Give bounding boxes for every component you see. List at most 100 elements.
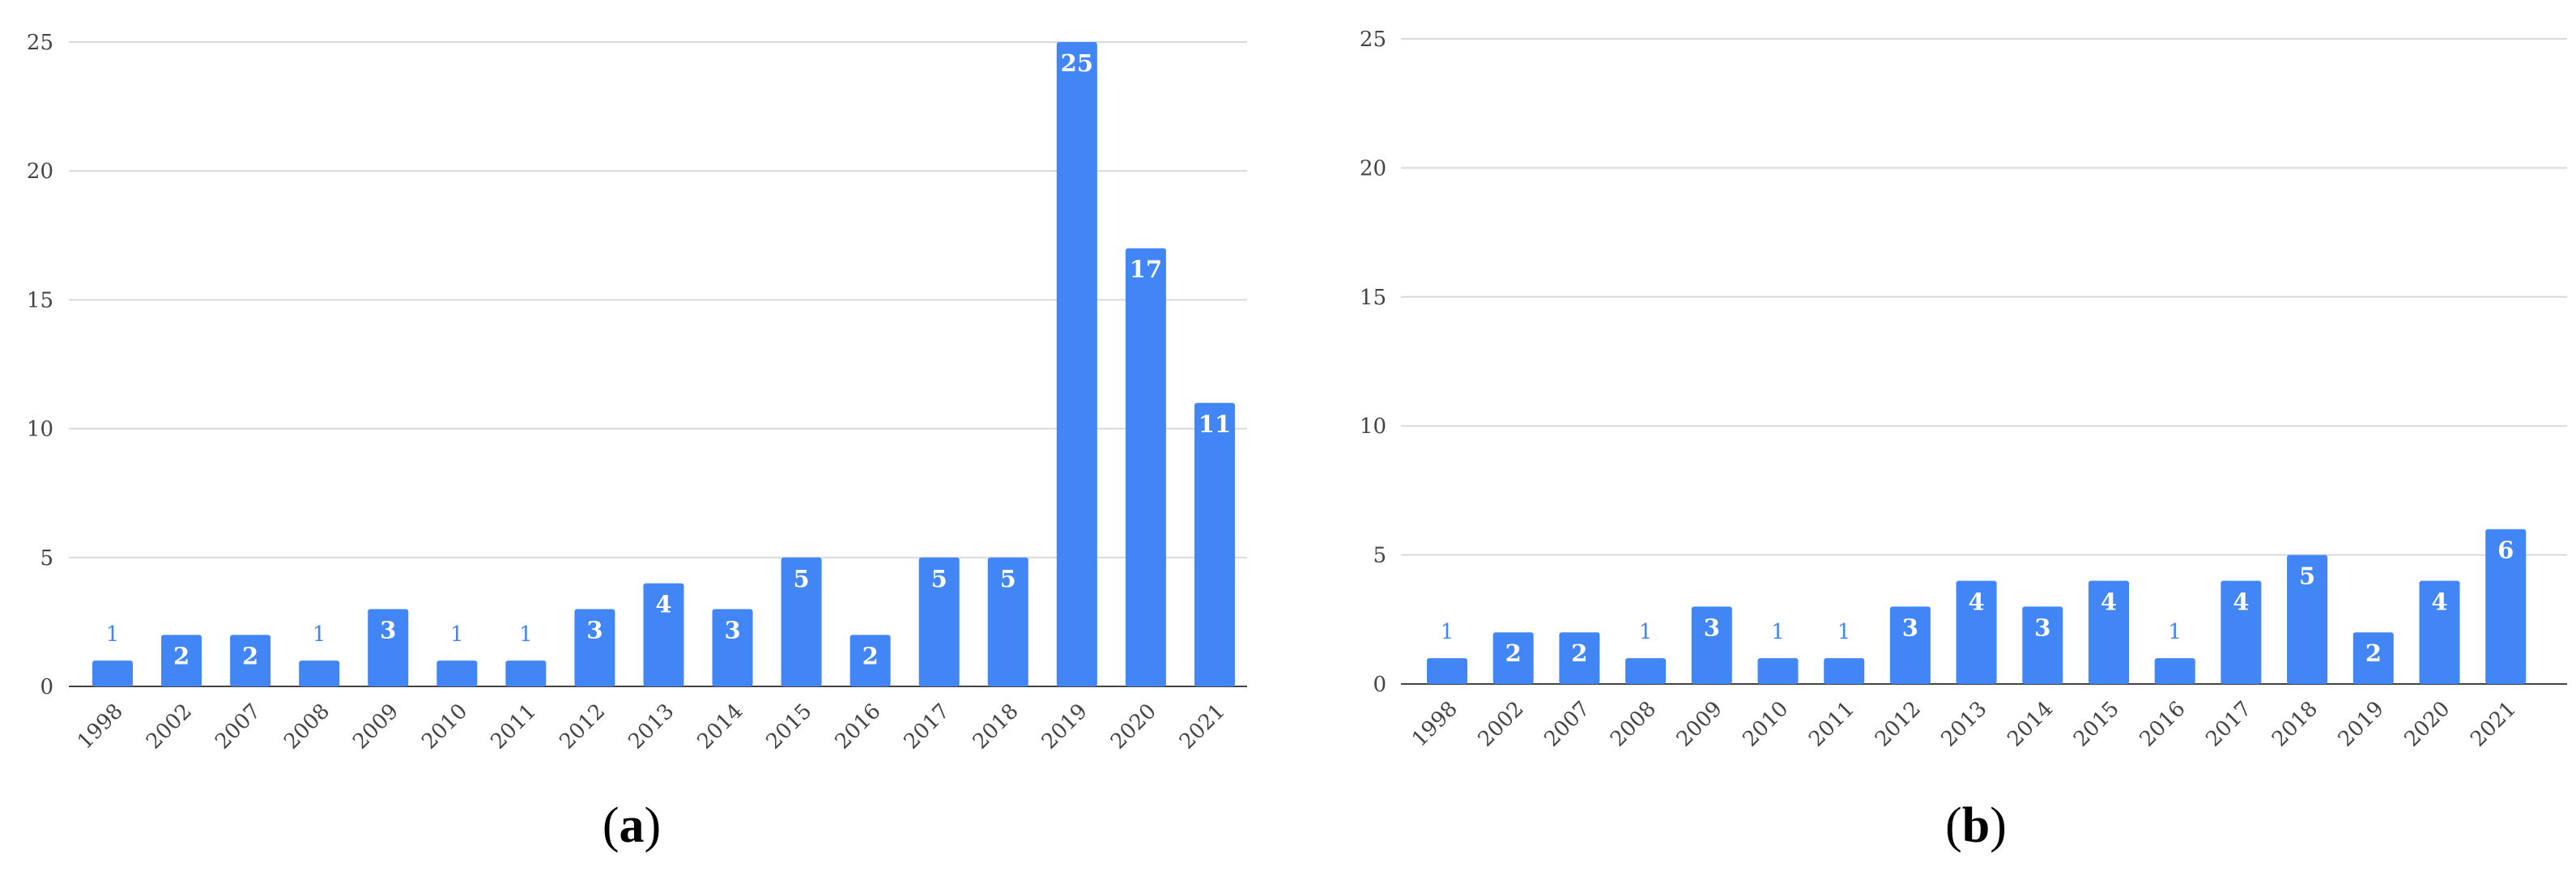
x-tick-label: 2020: [2399, 697, 2455, 752]
bar: [2352, 632, 2394, 684]
data-label: 2: [1505, 639, 1522, 667]
y-tick-label: 0: [1373, 673, 1386, 697]
data-label: 4: [1969, 588, 1985, 615]
x-tick-label: 2012: [1871, 697, 1926, 752]
bar: [230, 635, 271, 686]
y-tick-label: 15: [27, 288, 53, 312]
x-tick-label: 2017: [2201, 697, 2256, 752]
x-tick-label: 2008: [1606, 697, 1661, 752]
bar: [1559, 632, 1600, 684]
data-label: 3: [1902, 614, 1918, 641]
bar: [1125, 248, 1166, 687]
x-tick-label: 2013: [1937, 697, 1992, 752]
bar: [1956, 580, 1997, 684]
data-label: 5: [2299, 563, 2315, 590]
x-tick-label: 1998: [1407, 697, 1463, 752]
bar: [1427, 658, 1467, 684]
x-tick-label: 2018: [2267, 697, 2323, 752]
x-tick-label: 2010: [1738, 697, 1793, 752]
bar: [161, 635, 202, 686]
data-label: 5: [931, 565, 947, 593]
x-tick-label: 2021: [2466, 697, 2521, 752]
bar: [92, 661, 133, 686]
y-tick-label: 20: [1360, 156, 1386, 181]
bar: [1625, 658, 1667, 684]
y-tick-label: 25: [27, 31, 53, 55]
y-tick-label: 5: [1373, 544, 1386, 568]
bar: [781, 557, 822, 686]
data-label: 1: [450, 622, 464, 647]
x-tick-label: 2015: [2069, 697, 2124, 752]
bar: [1824, 658, 1865, 684]
bar: [2287, 554, 2328, 684]
y-tick-label: 10: [1360, 414, 1386, 439]
data-label: 1: [1771, 620, 1785, 644]
y-tick-label: 10: [27, 418, 53, 442]
y-tick-label: 20: [27, 159, 53, 184]
bar: [368, 609, 409, 686]
data-label: 5: [794, 565, 810, 593]
data-label: 4: [2431, 588, 2447, 615]
data-label: 2: [2365, 639, 2382, 667]
bar: [849, 635, 891, 686]
data-label: 17: [1130, 256, 1162, 283]
bar: [987, 557, 1028, 686]
bar: [2220, 580, 2262, 684]
bar: [712, 609, 753, 686]
data-label: 2: [862, 642, 879, 669]
bar: [2022, 606, 2063, 684]
data-label: 1: [106, 622, 120, 647]
bar: [643, 583, 684, 686]
y-tick-label: 0: [40, 675, 53, 699]
bar: [436, 661, 478, 686]
data-label: 1: [2168, 620, 2182, 644]
bar: [1194, 402, 1235, 686]
data-label: 25: [1061, 49, 1093, 77]
bar: [1492, 632, 1534, 684]
bar: [918, 557, 960, 686]
data-label: 1: [519, 622, 533, 647]
data-label: 3: [2034, 614, 2050, 641]
bar: [1889, 606, 1931, 684]
data-label: 2: [173, 642, 189, 669]
data-label: 4: [2233, 588, 2249, 615]
data-label: 3: [586, 616, 602, 644]
y-tick-label: 25: [1360, 28, 1386, 52]
data-label: 11: [1199, 410, 1231, 438]
data-label: 4: [2101, 588, 2117, 615]
data-label: 3: [724, 616, 740, 644]
y-tick-label: 5: [40, 546, 53, 571]
data-label: 6: [2497, 537, 2514, 564]
data-label: 1: [1441, 620, 1454, 644]
data-label: 2: [1571, 639, 1587, 667]
x-tick-label: 2019: [2334, 697, 2389, 752]
bar: [574, 609, 615, 686]
bar: [1056, 42, 1097, 686]
bar: [1691, 606, 1732, 684]
bar: [299, 661, 340, 686]
bar: [2088, 580, 2129, 684]
x-tick-label: 2016: [2135, 697, 2191, 752]
data-label: 5: [1000, 565, 1016, 593]
data-label: 1: [1837, 620, 1851, 644]
figure-caption: (b): [1945, 798, 2007, 853]
bar: [2419, 580, 2460, 684]
x-tick-label: 2009: [1672, 697, 1727, 752]
data-label: 2: [242, 642, 258, 669]
y-tick-label: 15: [1360, 286, 1386, 310]
bar: [2485, 529, 2527, 684]
data-label: 1: [313, 622, 326, 647]
data-label: 4: [655, 591, 671, 618]
data-label: 1: [1639, 620, 1653, 644]
x-tick-label: 2011: [1804, 697, 1859, 752]
bar: [2154, 658, 2195, 684]
x-tick-label: 2002: [1474, 697, 1529, 752]
x-tick-label: 2014: [2003, 697, 2058, 752]
data-label: 3: [380, 616, 396, 644]
data-label: 3: [1704, 614, 1720, 641]
figure-caption: (a): [602, 798, 661, 853]
bar: [505, 661, 547, 686]
bar: [1757, 658, 1799, 684]
